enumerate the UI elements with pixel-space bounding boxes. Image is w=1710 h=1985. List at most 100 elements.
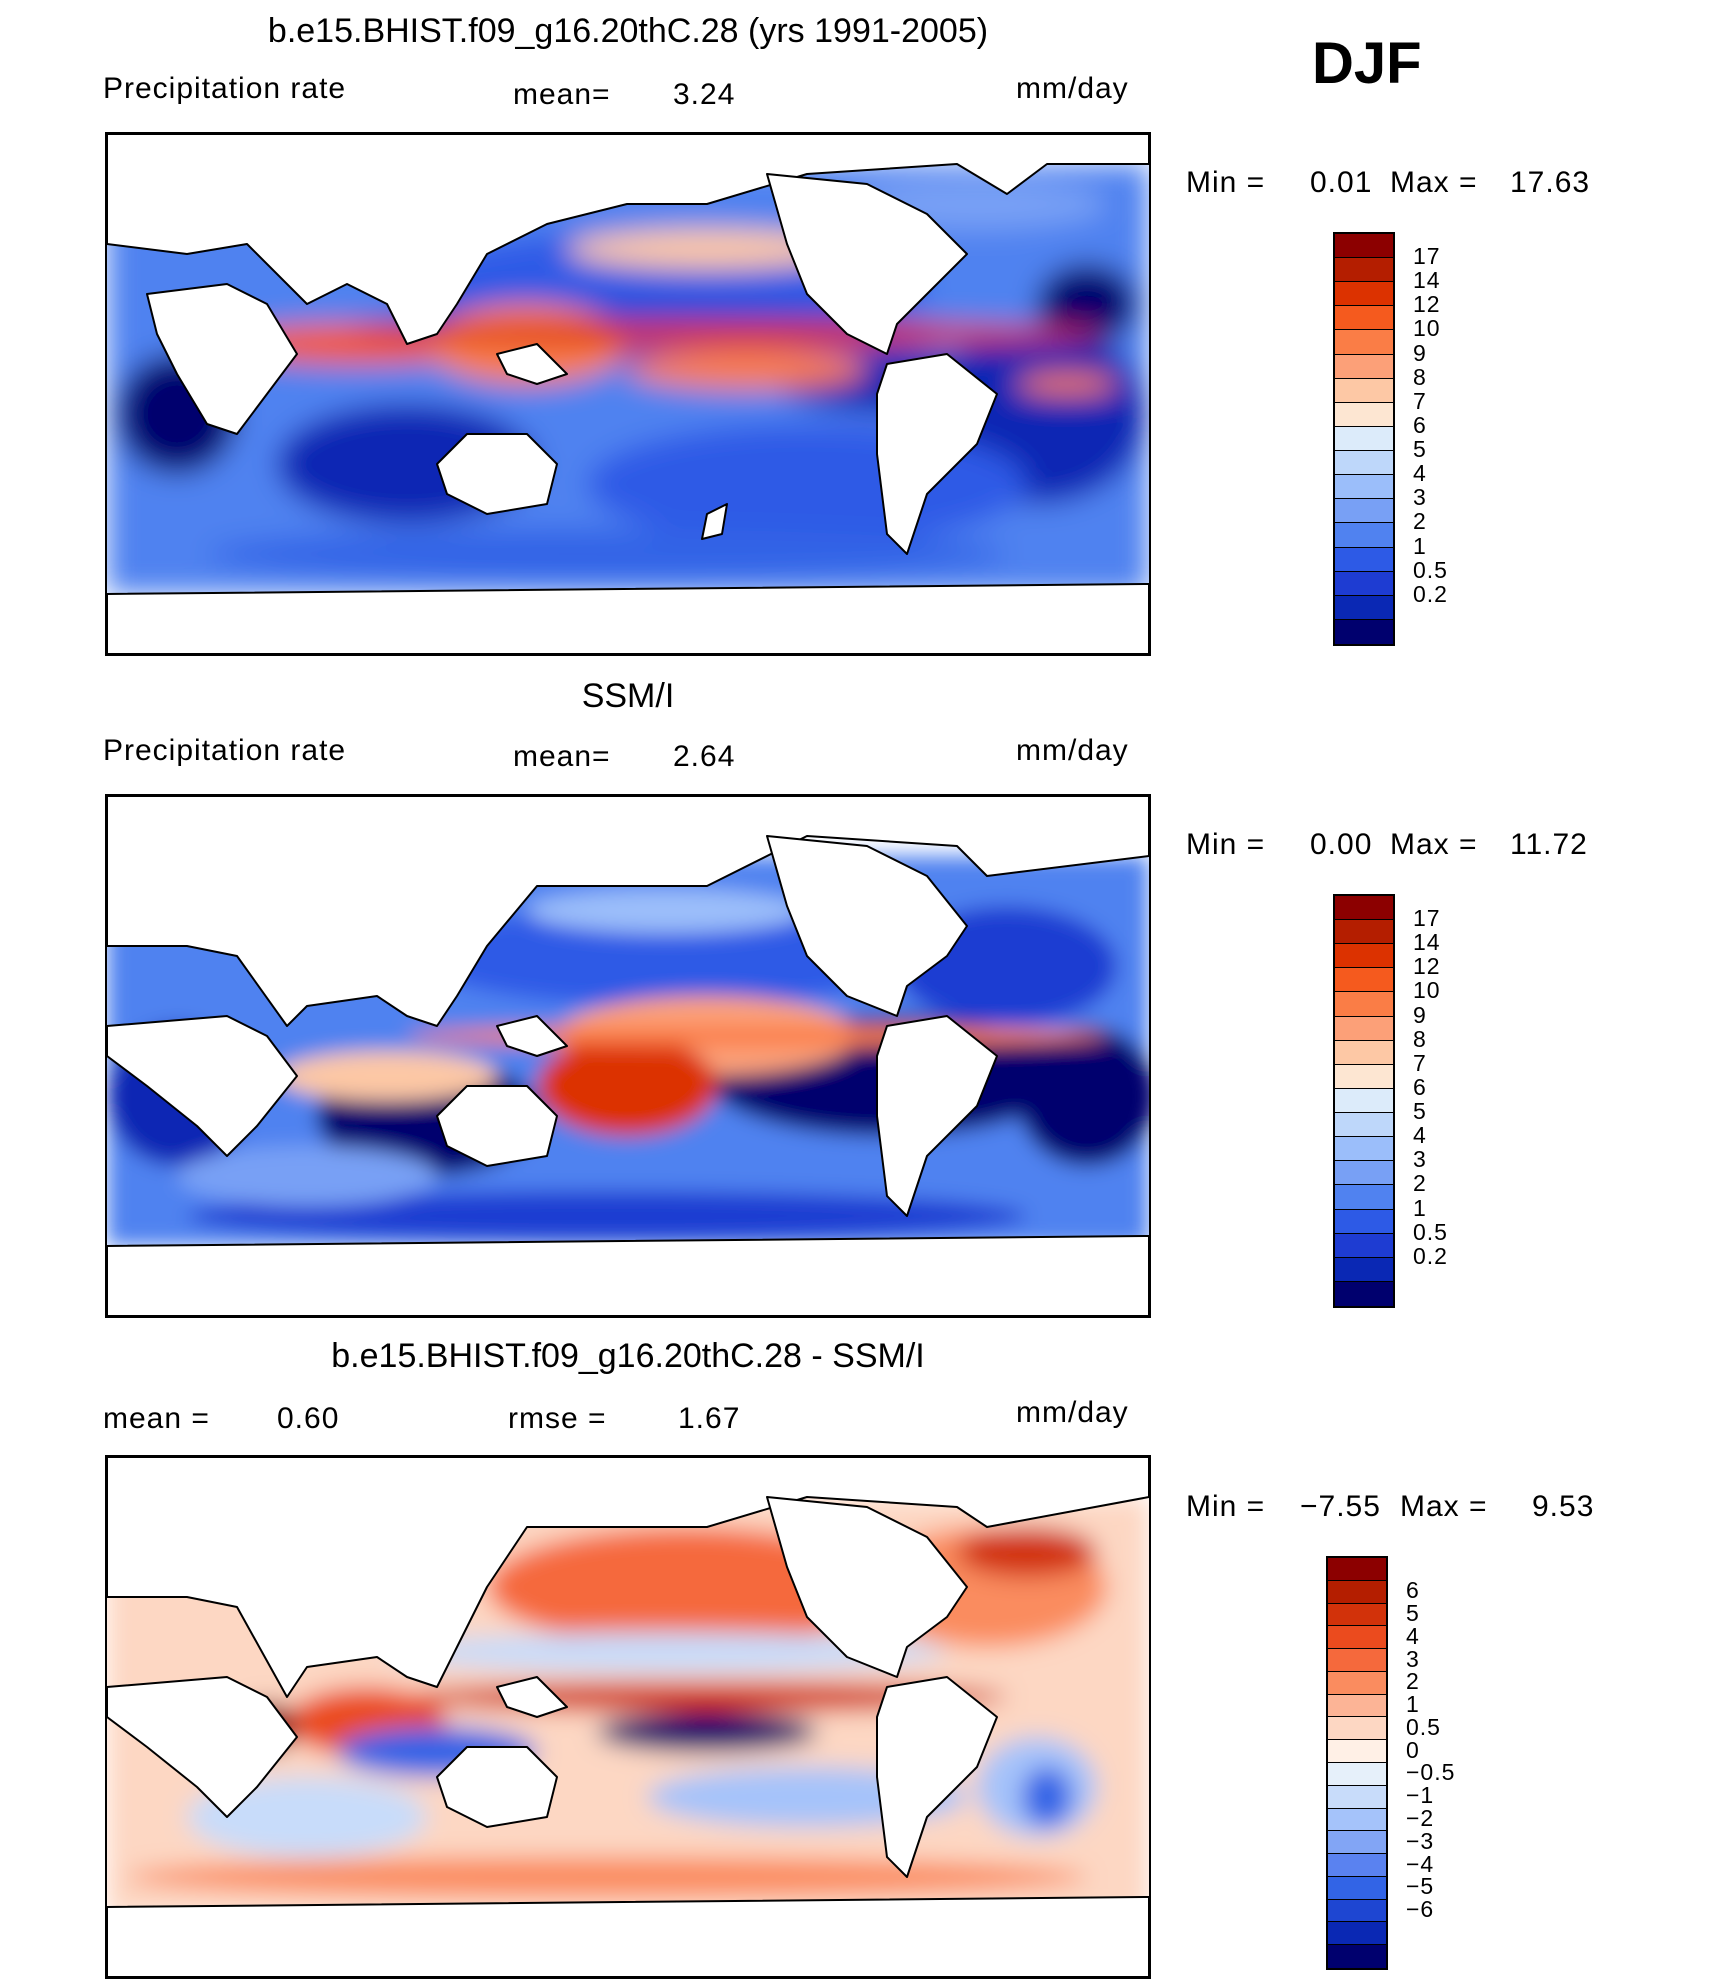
colorbar-tick-label: 8 [1413,1025,1427,1052]
panel3-colorbar [1326,1556,1388,1970]
colorbar-tick-label: 1 [1413,1194,1427,1221]
colorbar-tick-label: 14 [1413,267,1441,294]
panel3-max-label: Max = [1400,1490,1488,1523]
colorbar-tick-label: 17 [1413,243,1441,270]
colorbar-tick-label: 6 [1413,411,1427,438]
panel3-rmse-value: 1.67 [678,1402,741,1435]
panel2-min-label: Min = [1186,828,1266,861]
colorbar-swatch [1328,1831,1386,1855]
colorbar-tick-label: 0.5 [1413,1218,1448,1245]
colorbar-swatch [1335,1185,1393,1210]
colorbar-swatch [1328,1854,1386,1877]
colorbar-tick-label: 9 [1413,339,1427,366]
panel2-variable-label: Precipitation rate [103,734,347,767]
panel3-min-value: −7.55 [1300,1490,1381,1523]
colorbar-swatch [1335,234,1393,259]
colorbar-swatch [1335,595,1393,620]
season-label: DJF [1312,31,1422,96]
colorbar-tick-label: 14 [1413,929,1441,956]
colorbar-tick-label: −3 [1406,1827,1435,1854]
colorbar-tick-label: −1 [1406,1782,1435,1809]
colorbar-tick-label: 8 [1413,363,1427,390]
colorbar-swatch [1335,619,1393,644]
colorbar-tick-label: 3 [1413,1146,1427,1173]
panel1-title: b.e15.BHIST.f09_g16.20thC.28 (yrs 1991-2… [267,12,989,50]
colorbar-swatch [1335,426,1393,452]
panel2-max-value: 11.72 [1510,828,1588,861]
colorbar-tick-label: 1 [1406,1691,1420,1718]
panel1-min-label: Min = [1186,166,1266,199]
colorbar-tick-label: 12 [1413,291,1441,318]
colorbar-swatch [1328,1876,1386,1900]
colorbar-swatch [1335,992,1393,1017]
colorbar-tick-label: 0.5 [1406,1713,1441,1740]
panel1-map [105,132,1151,656]
colorbar-tick-label: 2 [1413,1170,1427,1197]
panel1-max-value: 17.63 [1510,166,1591,199]
colorbar-swatch [1328,1558,1386,1581]
colorbar-tick-label: −6 [1406,1896,1435,1923]
colorbar-tick-label: −0.5 [1406,1759,1456,1786]
panel2-mean-label: mean= [513,740,611,773]
colorbar-tick-label: 4 [1406,1622,1420,1649]
panel3-units: mm/day [1016,1396,1129,1429]
colorbar-tick-label: −2 [1406,1804,1435,1831]
panel2-mean-value: 2.64 [673,740,736,773]
colorbar-swatch [1335,968,1393,993]
colorbar-tick-label: 0.5 [1413,556,1448,583]
colorbar-swatch [1335,547,1393,572]
colorbar-tick-label: 17 [1413,905,1441,932]
colorbar-tick-label: 5 [1413,1098,1427,1125]
colorbar-tick-label: 9 [1413,1001,1427,1028]
colorbar-tick-label: 5 [1406,1599,1420,1626]
panel2-map [105,794,1151,1318]
colorbar-swatch [1328,1717,1386,1741]
panel3-max-value: 9.53 [1532,1490,1595,1523]
colorbar-tick-label: 2 [1406,1668,1420,1695]
colorbar-tick-label: −4 [1406,1850,1435,1877]
colorbar-swatch [1328,1649,1386,1672]
colorbar-swatch [1335,920,1393,945]
colorbar-swatch [1335,1137,1393,1162]
colorbar-swatch [1328,1694,1386,1718]
colorbar-tick-label: 0.2 [1413,1242,1448,1269]
colorbar-swatch [1328,1740,1386,1763]
colorbar-swatch [1328,1785,1386,1809]
panel2-title: SSM/I [581,677,675,715]
panel3-mean-value: 0.60 [277,1402,340,1435]
panel1-units: mm/day [1016,72,1129,105]
colorbar-tick-label: 1 [1413,532,1427,559]
colorbar-tick-label: −5 [1406,1873,1435,1900]
colorbar-swatch [1335,306,1393,331]
colorbar-tick-label: 4 [1413,1122,1427,1149]
colorbar-swatch [1335,1209,1393,1234]
panel1-mean-label: mean= [513,78,611,111]
colorbar-tick-label: 0.2 [1413,580,1448,607]
colorbar-tick-label: 10 [1413,977,1441,1004]
colorbar-swatch [1335,571,1393,596]
colorbar-tick-label: 6 [1413,1073,1427,1100]
panel3-title: b.e15.BHIST.f09_g16.20thC.28 - SSM/I [331,1337,925,1375]
colorbar-swatch [1328,1671,1386,1695]
colorbar-swatch [1335,1088,1393,1114]
panel3-min-label: Min = [1186,1490,1266,1523]
colorbar-tick-label: 2 [1413,508,1427,535]
colorbar-tick-label: 0 [1406,1736,1420,1763]
colorbar-swatch [1335,1257,1393,1282]
colorbar-swatch [1328,1626,1386,1650]
colorbar-tick-label: 7 [1413,387,1427,414]
colorbar-tick-label: 6 [1406,1577,1420,1604]
colorbar-tick-label: 7 [1413,1049,1427,1076]
panel1-max-label: Max = [1390,166,1478,199]
colorbar-swatch [1335,282,1393,307]
panel1-variable-label: Precipitation rate [103,72,347,105]
colorbar-tick-label: 3 [1413,484,1427,511]
panel1-min-value: 0.01 [1310,166,1373,199]
colorbar-swatch [1335,1064,1393,1089]
panel2-max-label: Max = [1390,828,1478,861]
colorbar-tick-label: 12 [1413,953,1441,980]
panel2-colorbar [1333,894,1395,1308]
colorbar-swatch [1328,1580,1386,1604]
panel3-mean-label: mean = [103,1402,210,1435]
colorbar-tick-label: 4 [1413,460,1427,487]
